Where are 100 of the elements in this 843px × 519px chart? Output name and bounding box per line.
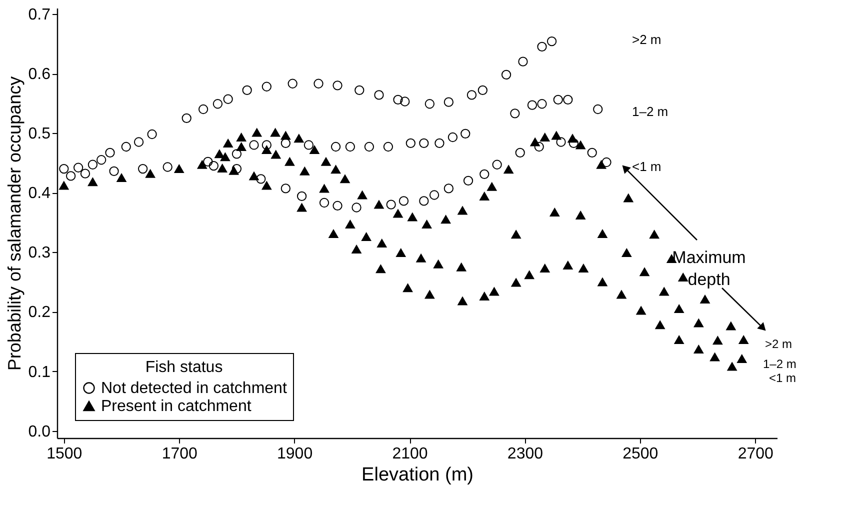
point	[433, 260, 444, 268]
point	[408, 212, 418, 222]
point	[174, 164, 184, 174]
point	[134, 137, 144, 147]
point	[480, 169, 490, 179]
point	[374, 90, 384, 100]
point	[710, 352, 720, 362]
point	[530, 138, 540, 146]
point	[552, 131, 562, 140]
point	[121, 142, 131, 152]
point	[550, 208, 560, 217]
point	[396, 248, 406, 258]
point	[138, 164, 148, 174]
annotation: Maximum depth	[672, 248, 746, 289]
point	[444, 97, 454, 107]
y-tick-label: 0.2	[28, 304, 51, 322]
point	[556, 137, 566, 147]
point	[59, 164, 69, 174]
annotation: <1 m	[632, 159, 662, 174]
point	[434, 138, 444, 148]
point	[109, 166, 119, 176]
point	[310, 145, 320, 154]
point	[524, 270, 534, 280]
point	[659, 287, 669, 296]
point	[563, 94, 573, 105]
point	[252, 128, 262, 137]
x-tick-label: 1700	[162, 446, 198, 462]
point	[377, 239, 387, 248]
point	[319, 184, 330, 193]
point	[262, 145, 272, 154]
point	[304, 140, 314, 150]
x-tick-label: 1500	[46, 446, 82, 462]
point	[288, 78, 298, 88]
point	[321, 157, 331, 166]
y-tick-label: 0.6	[28, 66, 51, 84]
point	[537, 42, 547, 52]
point	[280, 138, 290, 148]
point	[511, 230, 521, 239]
point	[738, 335, 748, 344]
point	[568, 134, 578, 143]
point	[540, 132, 550, 142]
point	[383, 142, 394, 152]
point	[460, 128, 470, 138]
point	[182, 113, 192, 123]
point	[466, 90, 477, 100]
point	[249, 172, 259, 180]
point	[419, 138, 429, 148]
point	[501, 70, 512, 80]
point	[534, 142, 544, 152]
point	[727, 362, 737, 371]
legend-label: Present in catchment	[101, 398, 252, 415]
point	[602, 157, 612, 168]
annotation: >2 m	[765, 337, 792, 351]
point	[546, 36, 557, 46]
point	[262, 82, 272, 92]
point	[444, 184, 454, 194]
point	[424, 290, 434, 299]
point	[393, 209, 403, 218]
point	[236, 142, 246, 152]
point	[232, 149, 242, 159]
point	[232, 164, 242, 174]
point	[242, 85, 252, 96]
legend-title: Fish status	[145, 359, 223, 376]
point	[345, 220, 356, 228]
point	[319, 198, 330, 208]
point	[59, 181, 69, 190]
point	[80, 168, 90, 178]
point	[345, 142, 356, 152]
point	[422, 220, 432, 228]
point	[504, 165, 514, 174]
point	[678, 272, 688, 282]
annotation: >2 m	[632, 32, 662, 47]
point	[340, 174, 350, 184]
point	[480, 192, 490, 200]
point	[700, 294, 710, 304]
point	[616, 290, 626, 299]
point	[332, 200, 342, 211]
point	[568, 138, 578, 148]
point	[212, 99, 223, 109]
point	[249, 140, 259, 150]
annotation: 1–2 m	[763, 357, 796, 371]
y-tick-label: 0.0	[28, 423, 51, 440]
point	[223, 94, 233, 104]
point	[88, 160, 98, 170]
point	[622, 248, 632, 258]
point	[527, 100, 538, 110]
x-axis-title: Elevation (m)	[362, 464, 474, 486]
annotation: <1 m	[769, 371, 796, 385]
legend-label: Not detected in catchment	[101, 380, 288, 397]
point	[197, 160, 207, 169]
point	[563, 261, 573, 270]
y-tick-label: 0.5	[28, 126, 51, 143]
point	[330, 142, 341, 152]
point	[598, 278, 608, 286]
point	[518, 56, 528, 66]
point	[147, 129, 157, 140]
point	[424, 99, 434, 109]
point	[229, 166, 239, 175]
point	[300, 166, 310, 176]
point	[458, 206, 468, 215]
